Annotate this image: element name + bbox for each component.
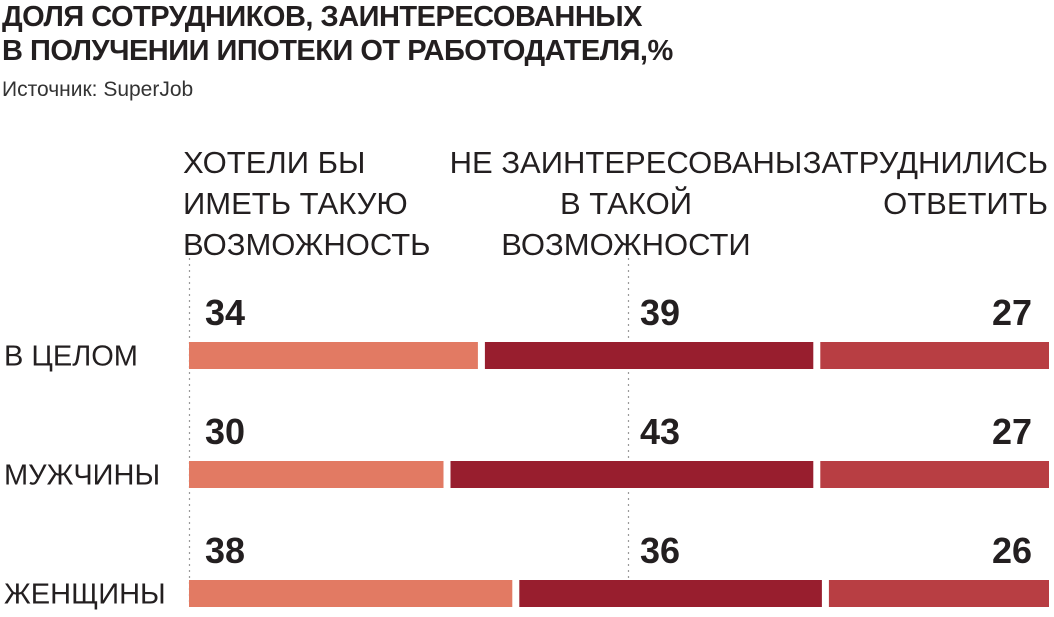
legend-header-line: ВОЗМОЖНОСТЬ <box>183 227 431 262</box>
bar-segment <box>820 342 1049 369</box>
value-label: 36 <box>640 530 680 571</box>
source-note: Источник: SuperJob <box>2 78 194 101</box>
category-label: В ЦЕЛОМ <box>4 341 138 373</box>
value-label: 26 <box>992 530 1032 571</box>
bar-segment <box>189 580 513 607</box>
category-label: ЖЕНЩИНЫ <box>4 579 166 611</box>
value-label: 27 <box>992 292 1032 333</box>
legend-header-undecided: ЗАТРУДНИЛИСЬ ОТВЕТИТЬ <box>803 142 1048 224</box>
legend-header-line: В ТАКОЙ <box>560 186 692 221</box>
value-label: 43 <box>640 411 680 452</box>
bar-segment <box>484 342 814 369</box>
value-label: 27 <box>992 411 1032 452</box>
legend-header-line: ВОЗМОЖНОСТИ <box>501 227 751 262</box>
value-label: 39 <box>640 292 680 333</box>
bar-segment <box>189 461 444 488</box>
bar-segment <box>519 580 822 607</box>
bar-segment <box>450 461 814 488</box>
legend-header-line: ХОТЕЛИ БЫ <box>183 145 366 180</box>
legend-header-line: ИМЕТЬ ТАКУЮ <box>183 186 408 221</box>
legend-header-line: ОТВЕТИТЬ <box>883 186 1048 221</box>
legend-header-not-interested: НЕ ЗАИНТЕРЕСОВАНЫ В ТАКОЙ ВОЗМОЖНОСТИ <box>440 142 812 265</box>
legend-header-interested: ХОТЕЛИ БЫ ИМЕТЬ ТАКУЮ ВОЗМОЖНОСТЬ <box>183 142 431 265</box>
legend-header-line: НЕ ЗАИНТЕРЕСОВАНЫ <box>449 145 803 180</box>
value-label: 38 <box>205 530 245 571</box>
value-label: 30 <box>205 411 245 452</box>
value-label: 34 <box>205 292 245 333</box>
bar-segment <box>828 580 1049 607</box>
bar-segment <box>189 342 478 369</box>
chart-title-line-2: В ПОЛУЧЕНИИ ИПОТЕКИ ОТ РАБОТОДАТЕЛЯ,% <box>2 35 673 67</box>
legend-header-line: ЗАТРУДНИЛИСЬ <box>802 145 1048 180</box>
category-label: МУЖЧИНЫ <box>4 460 160 492</box>
chart-title-line-1: ДОЛЯ СОТРУДНИКОВ, ЗАИНТЕРЕСОВАННЫХ <box>2 1 643 33</box>
bar-segment <box>820 461 1049 488</box>
chart-title: ДОЛЯ СОТРУДНИКОВ, ЗАИНТЕРЕСОВАННЫХ В ПОЛ… <box>2 0 673 68</box>
